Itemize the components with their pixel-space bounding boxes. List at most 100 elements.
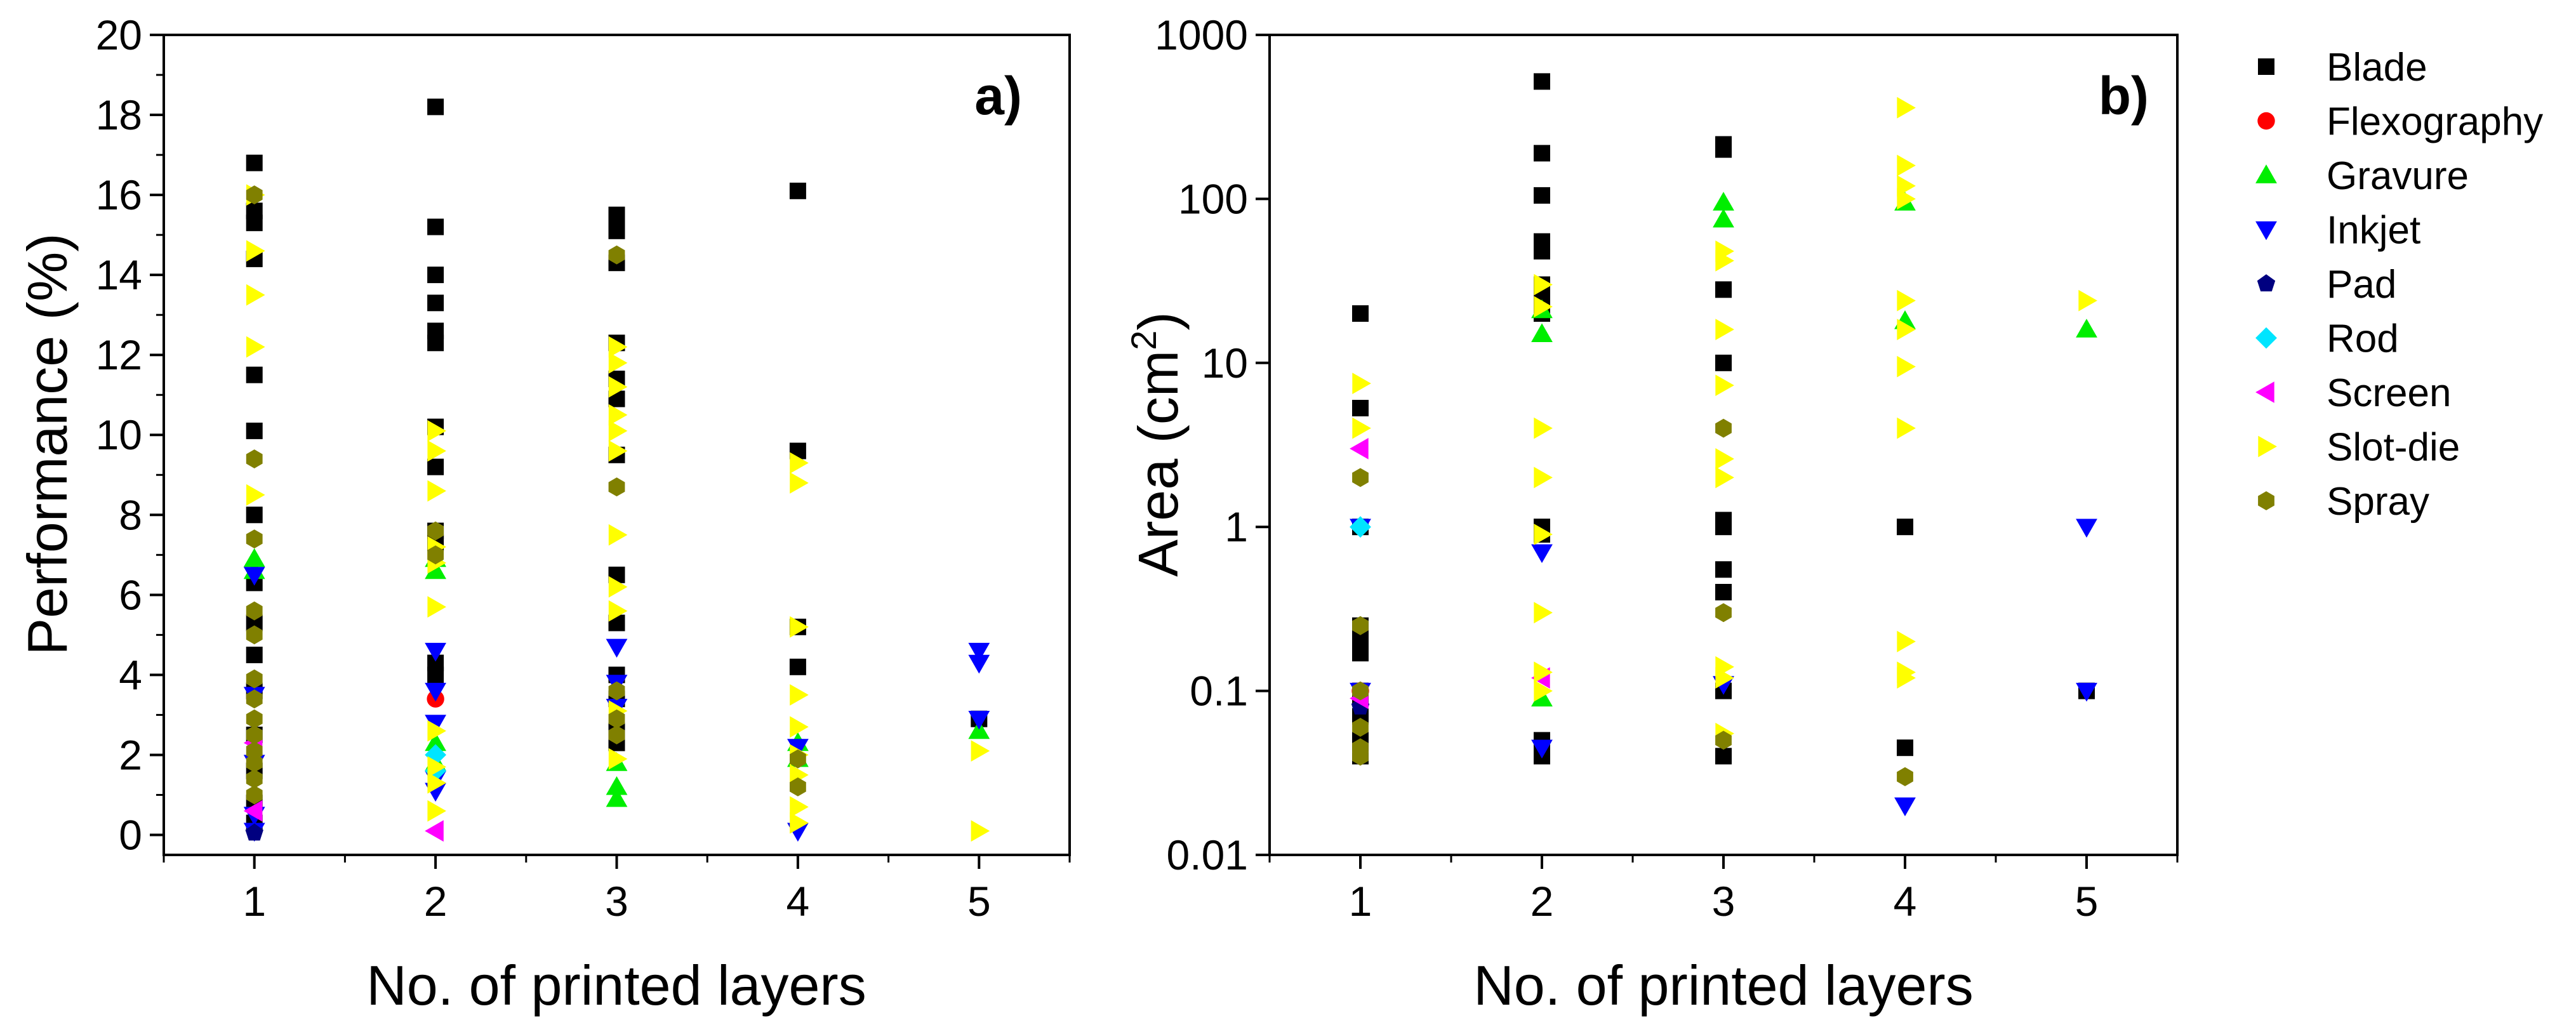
panel-a-point-spray <box>246 725 263 744</box>
panel-b-y-tick-label: 0.1 <box>1190 668 1248 715</box>
panel-a-y-tick-label: 8 <box>119 491 142 538</box>
panel-b-label: b) <box>2099 66 2149 126</box>
panel-a-y-tick-label: 14 <box>96 251 142 298</box>
legend-label-rod: Rod <box>2327 317 2399 361</box>
panel-b-point-slot-die <box>1352 417 1371 439</box>
panel-a-series-pad <box>245 823 263 841</box>
panel-a-point-spray <box>246 753 263 772</box>
panel-a-point-inkjet <box>787 739 809 758</box>
panel-a-point-slot-die <box>608 440 628 462</box>
panel-a-point-slot-die <box>608 336 628 358</box>
panel-a-point-slot-die <box>790 616 809 638</box>
panel-a-y-tick-label: 12 <box>96 331 142 378</box>
panel-a-point-spray <box>427 545 444 565</box>
panel-a-point-inkjet <box>968 642 990 662</box>
panel-a-point-blade <box>246 154 263 171</box>
legend-item-slot-die: Slot-die <box>2258 426 2460 470</box>
panel-a-point-spray <box>790 749 806 769</box>
panel-a-x-tick-label: 1 <box>242 878 266 925</box>
panel-a-y-axis-title: Performance (%) <box>16 233 79 655</box>
panel-b-point-slot-die <box>1534 274 1553 296</box>
panel-b-point-blade <box>1897 739 1913 757</box>
panel-a-point-spray <box>790 777 806 797</box>
panel-a-point-inkjet <box>243 567 265 586</box>
panel-a-point-blade <box>427 267 444 284</box>
panel-b-y-tick-label: 1 <box>1225 503 1248 550</box>
panel-b-point-slot-die <box>1715 374 1734 396</box>
panel-a-point-spray <box>246 449 263 468</box>
panel-a-point-slot-die <box>971 740 990 762</box>
legend-label-pad: Pad <box>2327 263 2396 307</box>
legend-item-rod: Rod <box>2255 317 2399 361</box>
panel-a-point-slot-die <box>790 716 809 738</box>
panel-b-point-blade <box>1715 141 1732 158</box>
legend-item-spray: Spray <box>2258 480 2429 524</box>
panel-b-y-tick-label: 100 <box>1178 175 1248 222</box>
panel-a-point-slot-die <box>427 596 446 618</box>
panel-b-point-spray <box>1352 468 1369 487</box>
panel-b-point-gravure <box>1713 192 1734 211</box>
panel-a-point-spray <box>246 601 263 621</box>
panel-b-point-slot-die <box>1897 319 1916 340</box>
panel-a-point-slot-die <box>246 336 265 358</box>
panel-a-point-slot-die <box>246 484 265 506</box>
panel-a-point-slot-die <box>427 440 446 462</box>
panel-b-point-blade <box>1715 354 1732 371</box>
panel-a-point-slot-die <box>427 480 446 502</box>
panel-a-point-gravure <box>606 788 628 807</box>
panel-a-point-slot-die <box>790 684 809 706</box>
panel-a-point-blade <box>427 458 444 475</box>
panel-b-data-points <box>1350 73 2097 817</box>
panel-a-point-inkjet <box>425 642 446 662</box>
panel-b-x-tick-label: 2 <box>1530 878 1554 925</box>
panel-a-point-inkjet <box>606 638 628 658</box>
panel-a-point-blade <box>427 666 444 684</box>
panel-a-point-slot-die <box>608 352 628 374</box>
panel-b-x-tick-label: 4 <box>1894 878 1917 925</box>
legend-marker-screen <box>2255 381 2274 403</box>
legend-label-screen: Screen <box>2327 371 2451 415</box>
panel-b-point-blade <box>1534 73 1550 90</box>
panel-b-point-blade <box>1715 748 1732 765</box>
panel-a-point-spray <box>246 741 263 761</box>
panel-b-x-axis-title: No. of printed layers <box>1473 954 1974 1017</box>
panel-a-point-blade <box>427 334 444 352</box>
legend-item-pad: Pad <box>2257 263 2396 307</box>
panel-b-point-slot-die <box>1715 667 1734 689</box>
panel-a-point-slot-die <box>608 524 628 546</box>
panel-b-point-slot-die <box>1352 373 1371 394</box>
legend-label-flexography: Flexography <box>2327 100 2543 144</box>
panel-a-point-slot-die <box>246 284 265 306</box>
panel-a-label: a) <box>974 66 1022 126</box>
panel-b-y-tick-label: 10 <box>1202 340 1248 387</box>
legend-item-gravure: Gravure <box>2255 154 2469 198</box>
panel-b-point-gravure <box>1531 687 1553 707</box>
panel-a-point-inkjet <box>968 654 990 674</box>
panel-b-point-blade <box>1897 519 1913 536</box>
panel-b-point-inkjet <box>2076 682 2097 702</box>
panel-a-point-blade <box>246 366 263 383</box>
panel-a-point-slot-die <box>608 748 628 770</box>
panel-a-point-spray <box>246 769 263 789</box>
panel-b-y-axis-title: Area (cm2) <box>1124 312 1190 576</box>
panel-b-point-inkjet <box>1531 544 1553 564</box>
panel-b-y-axis-title-main: Area (cm <box>1127 350 1190 577</box>
panel-b-point-gravure <box>2076 319 2097 338</box>
panel-a-point-gravure <box>425 560 446 579</box>
panel-b-point-screen <box>1350 438 1369 460</box>
panel-a-point-inkjet <box>425 682 446 702</box>
panel-a-point-inkjet <box>968 711 990 730</box>
panel-a-point-blade <box>608 222 625 239</box>
legend-item-inkjet: Inkjet <box>2255 209 2420 253</box>
panel-a-y-tick-label: 20 <box>96 11 142 58</box>
legend-item-blade: Blade <box>2258 46 2427 89</box>
panel-b-point-blade <box>1715 281 1732 298</box>
panel-b-series-spray <box>1352 418 1913 786</box>
panel-b-point-slot-die <box>1715 319 1734 340</box>
panel-b-point-slot-die <box>1897 417 1916 439</box>
panel-b-x-tick-label: 5 <box>2075 878 2099 925</box>
panel-a-series-screen <box>243 732 444 842</box>
legend-marker-rod <box>2255 327 2277 349</box>
legend-marker-pad <box>2257 274 2276 292</box>
panel-b-point-slot-die <box>1897 96 1916 119</box>
